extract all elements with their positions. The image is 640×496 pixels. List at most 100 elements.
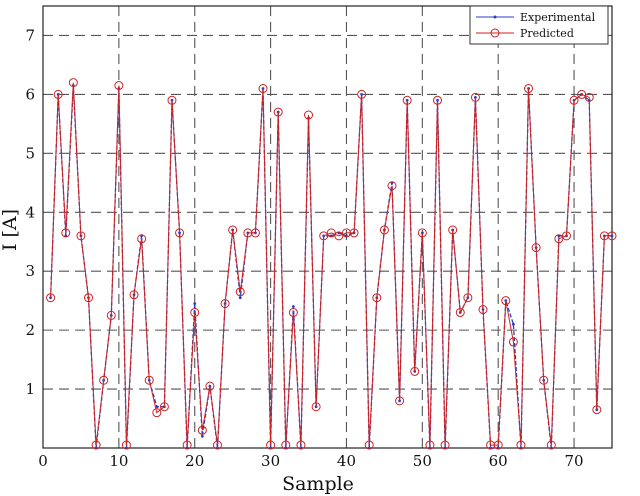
point-predicted (144, 375, 154, 385)
point-predicted (288, 307, 298, 317)
point-predicted (190, 307, 200, 317)
point-predicted (402, 95, 412, 105)
point-predicted (137, 234, 147, 244)
point-predicted (159, 402, 169, 412)
point-predicted (463, 293, 473, 303)
point-predicted (554, 234, 564, 244)
point-predicted (546, 440, 556, 450)
point-predicted (205, 381, 215, 391)
y-tick-label: 7 (25, 26, 35, 44)
point-experimental (291, 305, 295, 308)
point-predicted (387, 181, 397, 191)
point-predicted (478, 305, 488, 315)
point-predicted (212, 440, 222, 450)
point-predicted (53, 89, 63, 99)
point-predicted (220, 299, 230, 309)
point-predicted (448, 225, 458, 235)
point-predicted (121, 440, 131, 450)
point-predicted (106, 310, 116, 320)
point-predicted (326, 228, 336, 238)
legend: Experimental Predicted (469, 5, 609, 45)
point-predicted (395, 396, 405, 406)
series-layer (46, 78, 617, 450)
series-line-predicted (50, 82, 612, 446)
point-predicted (152, 408, 162, 418)
point-predicted (516, 440, 526, 450)
point-predicted (273, 107, 283, 117)
point-predicted (228, 225, 238, 235)
point-predicted (296, 440, 306, 450)
point-predicted (175, 228, 185, 238)
legend-marker-experimental (493, 15, 497, 19)
point-experimental (200, 434, 204, 438)
point-predicted (84, 293, 94, 303)
point-predicted (455, 307, 465, 317)
point-predicted (364, 440, 374, 450)
point-predicted (197, 425, 207, 435)
point-predicted (349, 228, 359, 238)
point-predicted (304, 110, 314, 120)
point-predicted (258, 84, 268, 94)
x-axis-label: Sample (282, 473, 354, 495)
y-tick-label: 6 (25, 85, 35, 103)
point-predicted (440, 440, 450, 450)
point-predicted (76, 231, 86, 241)
point-predicted (68, 78, 78, 88)
y-tick-label: 1 (25, 380, 35, 398)
point-experimental (276, 110, 280, 114)
point-predicted (46, 293, 56, 303)
point-predicted (501, 296, 511, 306)
point-predicted (539, 375, 549, 385)
point-predicted (99, 375, 109, 385)
point-experimental (314, 405, 318, 409)
x-tick-label: 30 (261, 452, 280, 470)
point-predicted (508, 337, 518, 347)
y-axis-label: I [A] (0, 209, 21, 251)
legend-label-predicted: Predicted (520, 27, 574, 40)
point-predicted (470, 92, 480, 102)
point-predicted (425, 440, 435, 450)
point-predicted (592, 405, 602, 415)
point-predicted (91, 440, 101, 450)
point-predicted (311, 402, 321, 412)
point-predicted (250, 228, 260, 238)
point-experimental (238, 296, 242, 300)
point-predicted (410, 366, 420, 376)
y-tick-label: 4 (25, 203, 35, 221)
point-predicted (167, 95, 177, 105)
point-predicted (569, 95, 579, 105)
point-predicted (372, 293, 382, 303)
point-predicted (129, 290, 139, 300)
point-predicted (584, 92, 594, 102)
x-tick-label: 20 (185, 452, 204, 470)
x-tick-label: 40 (337, 452, 356, 470)
x-tick-label: 70 (565, 452, 584, 470)
series-predicted (46, 78, 617, 450)
point-predicted (266, 440, 276, 450)
point-predicted (319, 231, 329, 241)
point-predicted (531, 243, 541, 253)
point-predicted (334, 231, 344, 241)
point-predicted (433, 95, 443, 105)
legend-marker-predicted (490, 28, 500, 38)
y-tick-label: 5 (25, 144, 35, 162)
x-tick-label: 10 (109, 452, 128, 470)
point-experimental (511, 322, 515, 326)
point-predicted (493, 440, 503, 450)
point-predicted (577, 89, 587, 99)
point-experimental (193, 302, 197, 306)
grid-lines (43, 6, 612, 448)
y-tick-label: 2 (25, 321, 35, 339)
plot-frame (42, 5, 613, 449)
point-predicted (182, 440, 192, 450)
point-experimental (49, 296, 52, 300)
point-predicted (607, 231, 617, 241)
point-predicted (114, 81, 124, 91)
y-tick-label: 3 (25, 262, 35, 280)
point-predicted (561, 231, 571, 241)
point-predicted (235, 287, 245, 297)
point-predicted (357, 89, 367, 99)
legend-box (469, 5, 609, 45)
